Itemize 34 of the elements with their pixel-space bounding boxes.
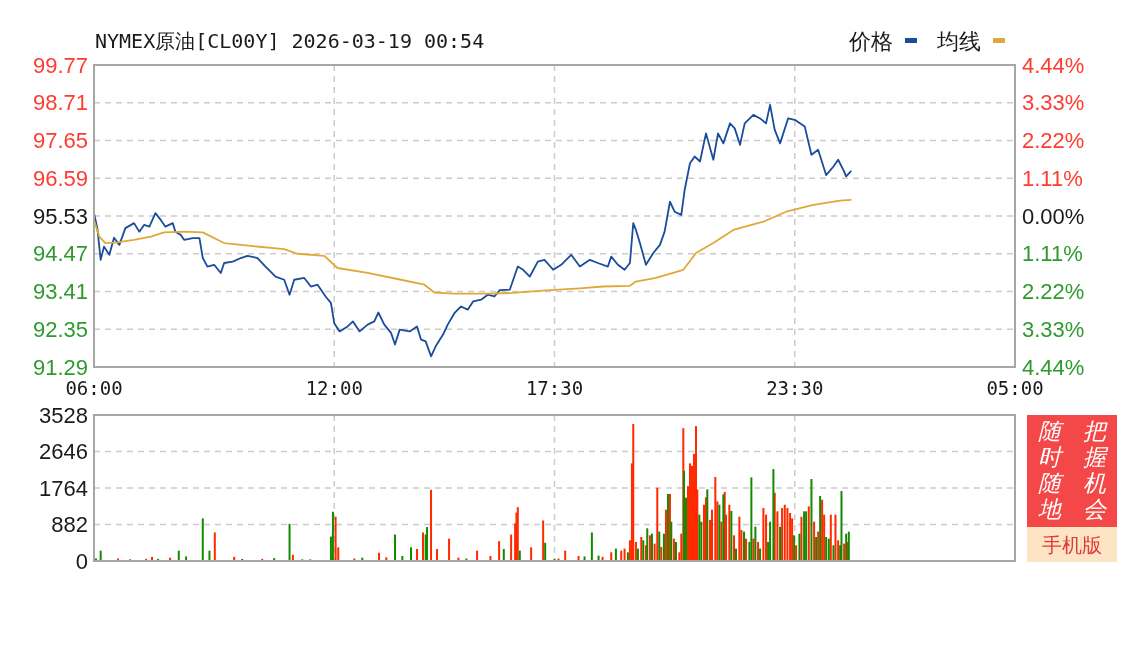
y-tick-label: 95.53 — [32, 203, 88, 229]
y-tick-label: 99.77 — [32, 52, 88, 78]
y2-tick-label: 3.33% — [1022, 316, 1085, 342]
x-tick-label: 05:00 — [986, 377, 1044, 399]
legend-label: 价格 — [848, 28, 893, 54]
y2-tick-label: 2.22% — [1022, 279, 1085, 304]
y-tick-label: 882 — [51, 512, 88, 537]
y-tick-label: 0 — [75, 548, 88, 574]
x-tick-label: 12:00 — [305, 377, 363, 399]
y2-tick-label: 1.11% — [1022, 241, 1083, 267]
y2-tick-label: 2.22% — [1022, 128, 1085, 153]
y2-tick-label: 3.33% — [1022, 90, 1085, 116]
legend-label: 均线 — [936, 28, 981, 54]
y-tick-label: 3528 — [39, 402, 88, 428]
y2-tick-label: 4.44% — [1022, 354, 1085, 380]
y-tick-label: 96.59 — [32, 165, 88, 191]
y-tick-label: 1764 — [39, 475, 88, 501]
x-tick-label: 06:00 — [65, 377, 123, 399]
text: 手机版 — [1042, 534, 1102, 556]
y-tick-label: 2646 — [39, 439, 88, 464]
chart-title: NYMEX原油[CL00Y] 2026-03-19 00:54 — [95, 29, 485, 53]
text: 把握机会 — [1083, 418, 1109, 522]
y-tick-label: 93.41 — [32, 279, 88, 304]
y-tick-label: 97.65 — [32, 128, 88, 153]
x-tick-label: 17:30 — [525, 377, 584, 399]
x-tick-label: 23:30 — [766, 377, 824, 399]
y-tick-label: 94.47 — [32, 241, 88, 267]
y2-tick-label: 4.44% — [1022, 52, 1085, 78]
text: 随时随地 — [1038, 418, 1065, 522]
y2-tick-label: 0.00% — [1022, 203, 1085, 229]
y-tick-label: 92.35 — [32, 316, 88, 342]
y-tick-label: 91.29 — [32, 354, 88, 380]
y2-tick-label: 1.11% — [1022, 165, 1083, 191]
y-tick-label: 98.71 — [32, 90, 88, 116]
